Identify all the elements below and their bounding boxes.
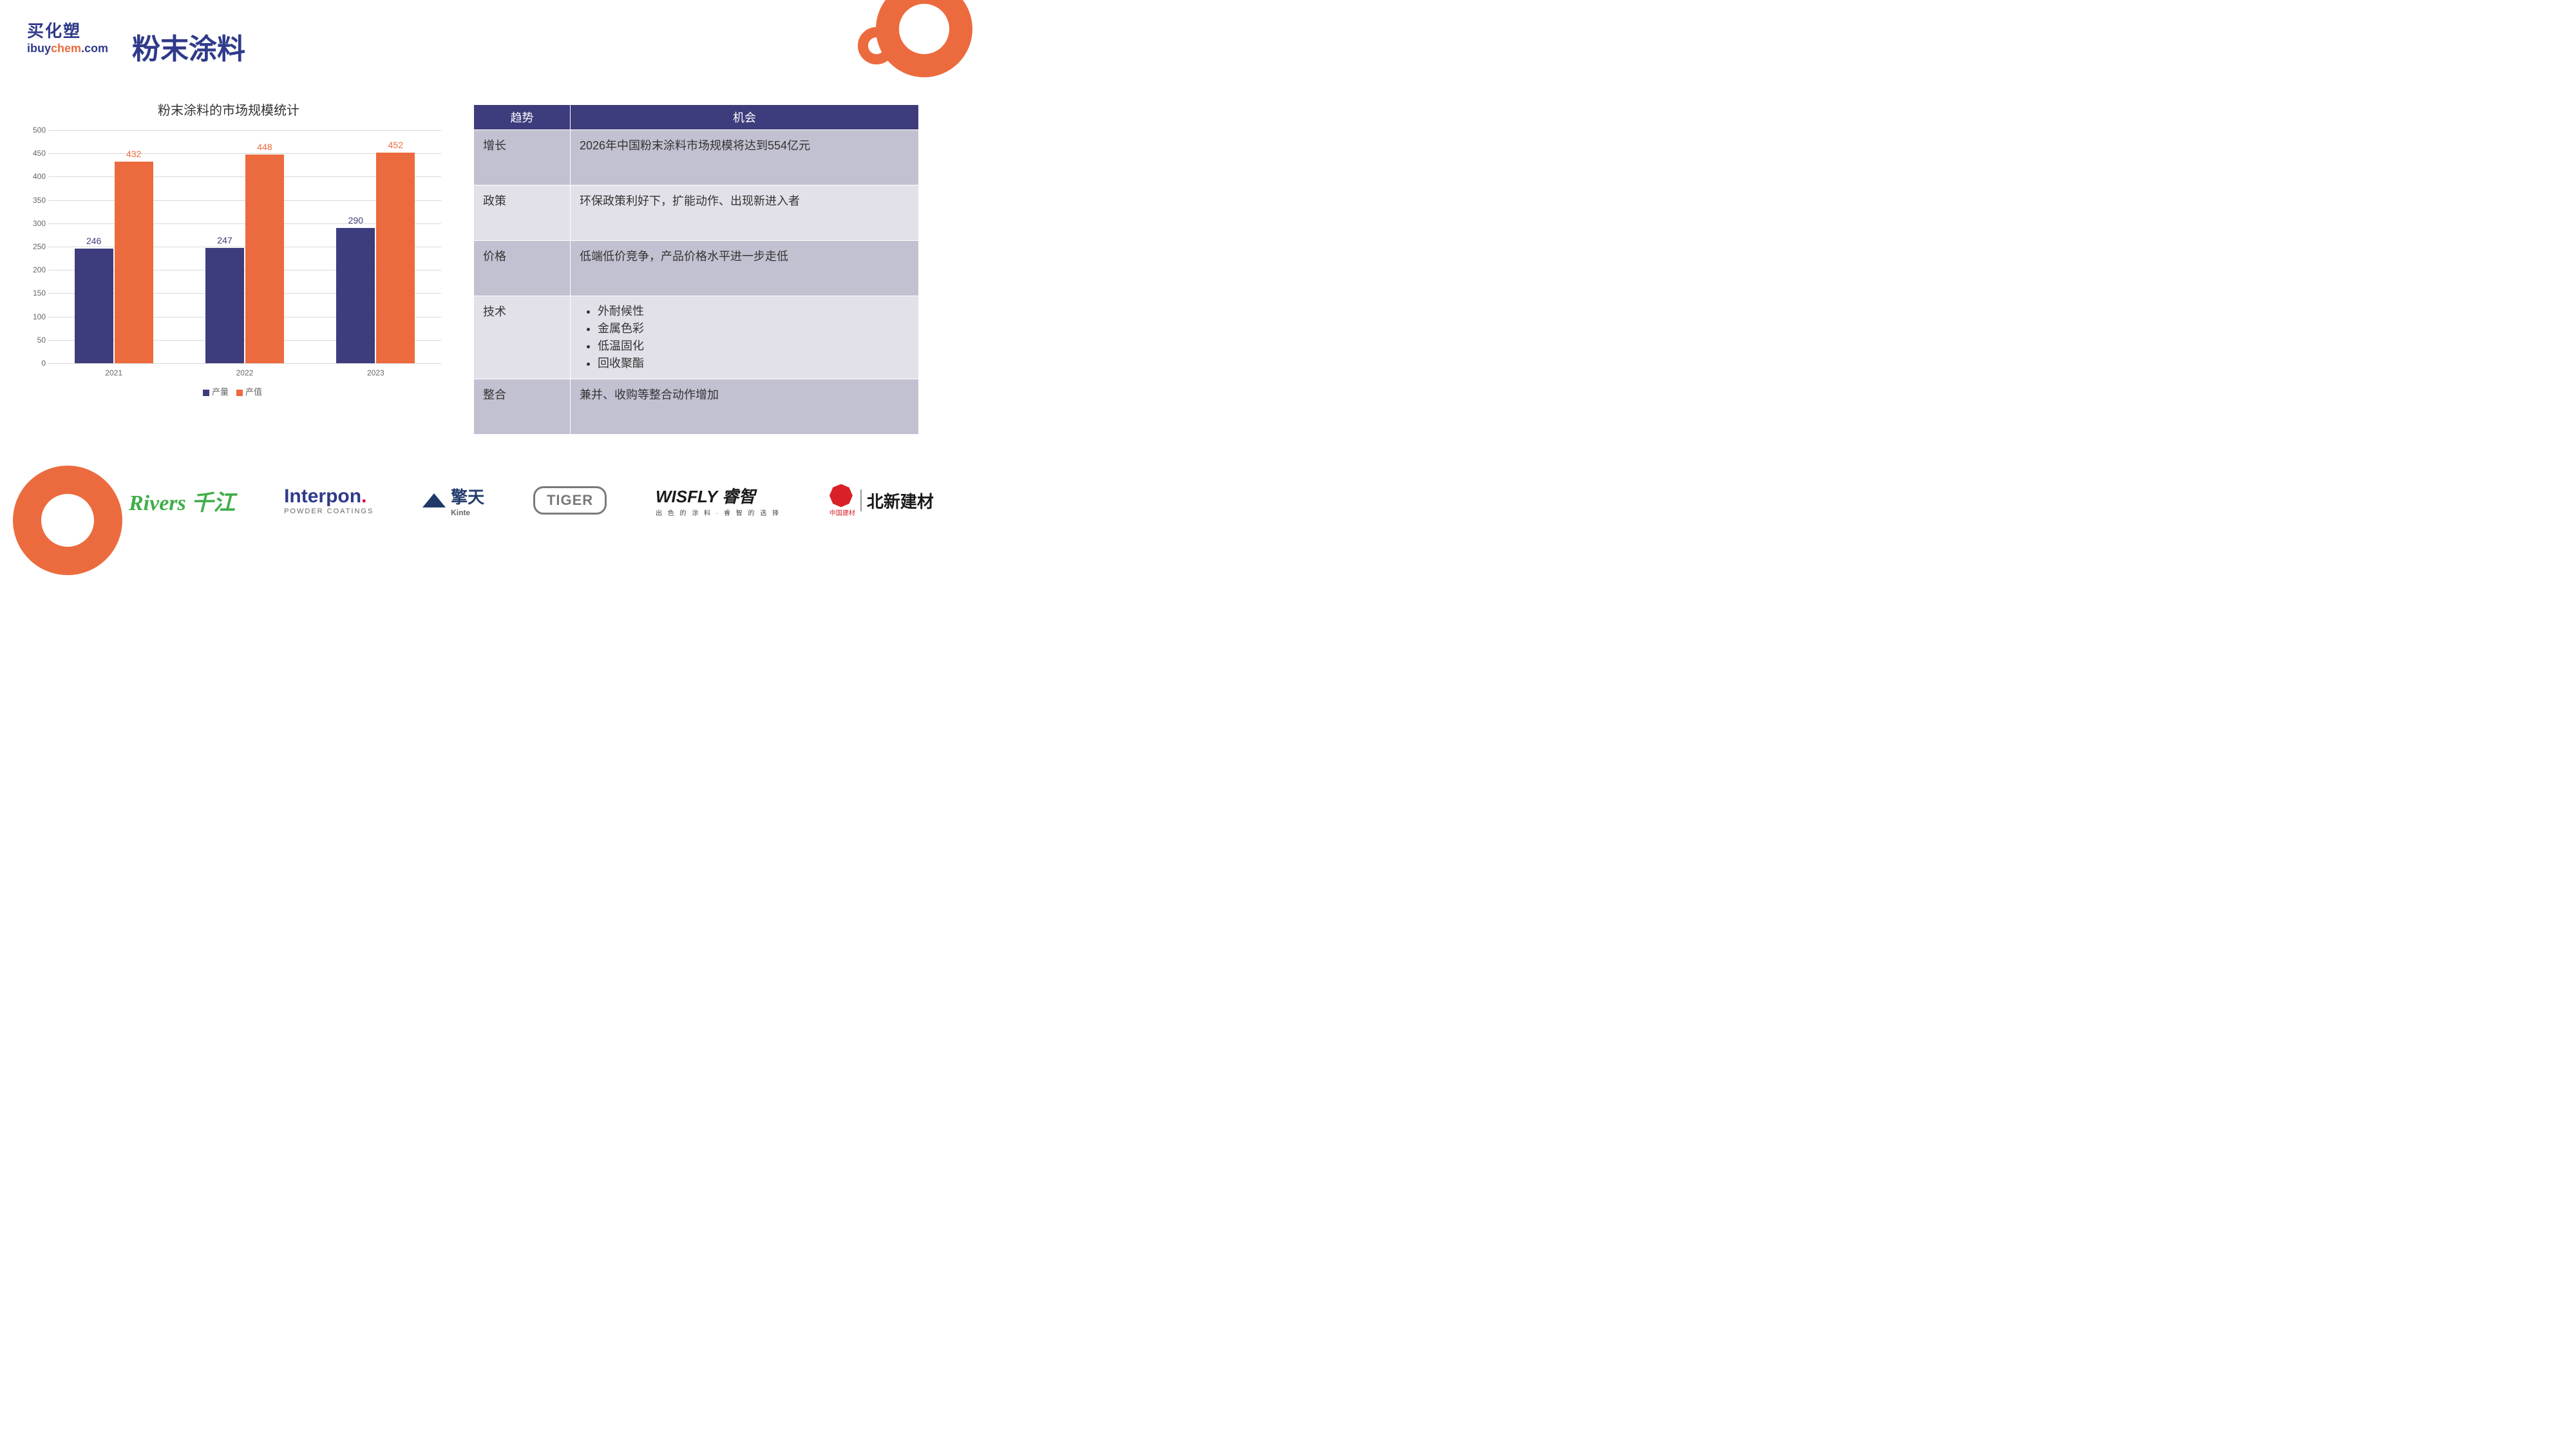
logo-en: ibuychem.com — [27, 42, 114, 55]
y-tick-label: 50 — [24, 336, 46, 345]
y-tick-label: 0 — [24, 359, 46, 368]
bullet-item: 回收聚酯 — [598, 355, 909, 372]
bxjc-badge-icon — [829, 484, 853, 507]
table-cell-key: 价格 — [474, 241, 571, 296]
table-row: 价格低端低价竞争，产品价格水平进一步走低 — [474, 241, 919, 296]
logo-interpon: Interpon. POWDER COATINGS — [284, 486, 374, 515]
chart-plot: 0501001502002503003504004505002464322021… — [29, 130, 441, 363]
table-header: 机会 — [571, 105, 919, 130]
table-row: 整合兼并、收购等整合动作增加 — [474, 379, 919, 435]
x-tick-label: 2021 — [105, 368, 122, 377]
legend-swatch — [203, 390, 209, 396]
chart-title: 粉末涂料的市场规模统计 — [16, 100, 441, 118]
logo-rivers: Rivers 千江 — [129, 485, 235, 516]
table-row: 政策环保政策利好下，扩能动作、出现新进入者 — [474, 185, 919, 241]
y-tick-label: 100 — [24, 312, 46, 321]
y-tick-label: 250 — [24, 242, 46, 251]
y-tick-label: 350 — [24, 196, 46, 205]
trends-table: 趋势机会增长2026年中国粉末涂料市场规模将达到554亿元政策环保政策利好下，扩… — [473, 104, 919, 435]
gridline — [48, 363, 441, 364]
x-tick-label: 2022 — [236, 368, 254, 377]
table-header: 趋势 — [474, 105, 571, 130]
logo-wisfly: WISFLY 睿智 出 色 的 涂 料 · 睿 智 的 选 择 — [656, 484, 781, 517]
table-row: 增长2026年中国粉末涂料市场规模将达到554亿元 — [474, 130, 919, 185]
bullet-item: 低温固化 — [598, 337, 909, 355]
decor-ring-mid — [858, 27, 895, 64]
x-tick-label: 2023 — [367, 368, 384, 377]
logo-tiger: TIGER — [533, 486, 607, 515]
bar: 246 — [75, 249, 113, 363]
bar-value-label: 448 — [245, 142, 284, 152]
table-row: 技术外耐候性金属色彩低温固化回收聚酯 — [474, 296, 919, 379]
table-cell-key: 政策 — [474, 185, 571, 241]
legend-swatch — [236, 390, 243, 396]
bar-value-label: 452 — [376, 140, 415, 150]
y-tick-label: 450 — [24, 149, 46, 158]
table-cell-value: 环保政策利好下，扩能动作、出现新进入者 — [571, 185, 919, 241]
bar-value-label: 246 — [75, 236, 113, 246]
table-cell-key: 增长 — [474, 130, 571, 185]
table-cell-key: 整合 — [474, 379, 571, 435]
bar-group: 2464322021 — [75, 162, 153, 363]
footer-logos: Rivers 千江 Interpon. POWDER COATINGS 擎天 K… — [129, 484, 934, 517]
legend-label: 产值 — [245, 387, 262, 397]
table-cell-key: 技术 — [474, 296, 571, 379]
legend-label: 产量 — [212, 387, 229, 397]
bar: 432 — [115, 162, 153, 363]
market-chart: 粉末涂料的市场规模统计 0501001502002503003504004505… — [16, 100, 441, 396]
bar: 290 — [336, 228, 375, 363]
bar: 452 — [376, 153, 415, 363]
y-tick-label: 300 — [24, 219, 46, 228]
table-cell-value: 外耐候性金属色彩低温固化回收聚酯 — [571, 296, 919, 379]
table-cell-value: 低端低价竞争，产品价格水平进一步走低 — [571, 241, 919, 296]
table-cell-value: 2026年中国粉末涂料市场规模将达到554亿元 — [571, 130, 919, 185]
y-tick-label: 400 — [24, 172, 46, 181]
bullet-item: 外耐候性 — [598, 303, 909, 320]
table-cell-value: 兼并、收购等整合动作增加 — [571, 379, 919, 435]
logo-kinte: 擎天 Kinte — [422, 484, 484, 517]
chart-legend: 产量 产值 — [16, 385, 441, 397]
bullet-item: 金属色彩 — [598, 320, 909, 337]
y-tick-label: 500 — [24, 126, 46, 135]
logo-bxjc: 中国建材 北新建材 — [829, 484, 934, 517]
bar-group: 2474482022 — [205, 155, 284, 363]
page-title: 粉末涂料 — [132, 26, 245, 67]
bar: 448 — [245, 155, 284, 363]
bar-group: 2904522023 — [336, 153, 415, 363]
kinte-icon — [422, 493, 446, 507]
y-tick-label: 150 — [24, 289, 46, 298]
bar-value-label: 290 — [336, 215, 375, 225]
site-logo: 买化塑 ibuychem.com — [27, 18, 114, 55]
decor-ring-bottom — [13, 466, 122, 575]
y-tick-label: 200 — [24, 265, 46, 274]
bar-value-label: 432 — [115, 149, 153, 159]
logo-cn: 买化塑 — [27, 18, 114, 42]
bar-value-label: 247 — [205, 235, 244, 245]
bar: 247 — [205, 248, 244, 363]
